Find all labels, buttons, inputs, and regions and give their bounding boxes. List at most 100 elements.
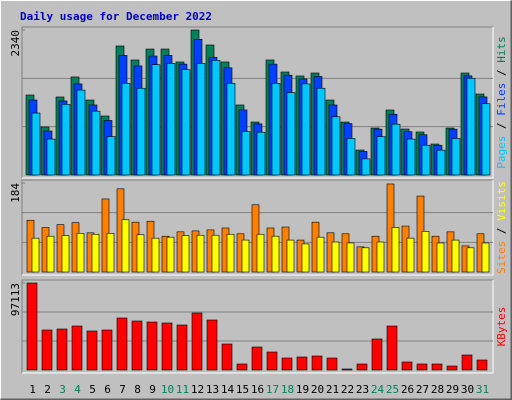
x-tick-label: 31 bbox=[476, 383, 489, 396]
bar bbox=[346, 138, 356, 176]
bar bbox=[181, 69, 191, 176]
bar bbox=[191, 312, 203, 371]
legend-separator: / bbox=[495, 221, 508, 241]
bar bbox=[41, 329, 53, 371]
x-tick-label: 11 bbox=[176, 383, 189, 396]
bar bbox=[46, 235, 55, 273]
bar bbox=[226, 233, 235, 273]
x-tick-label: 29 bbox=[446, 383, 459, 396]
bar bbox=[56, 328, 68, 371]
bar bbox=[316, 87, 326, 176]
x-tick-label: 19 bbox=[296, 383, 309, 396]
bar bbox=[106, 136, 116, 176]
bar bbox=[356, 363, 368, 371]
bar bbox=[286, 92, 296, 176]
bar bbox=[466, 247, 475, 273]
bar bbox=[121, 219, 130, 273]
bar bbox=[296, 356, 308, 371]
bar bbox=[421, 144, 431, 176]
bar bbox=[136, 87, 146, 176]
bar bbox=[361, 158, 371, 176]
x-tick-label: 4 bbox=[74, 383, 81, 396]
bar bbox=[71, 325, 83, 371]
plot-bevel bbox=[22, 27, 494, 179]
bar bbox=[91, 110, 101, 176]
plot-bevel bbox=[22, 180, 494, 276]
bar bbox=[331, 241, 340, 273]
bar bbox=[166, 63, 176, 176]
x-tick-label: 1 bbox=[29, 383, 36, 396]
x-tick-label: 14 bbox=[221, 383, 235, 396]
x-tick-label: 3 bbox=[59, 383, 66, 396]
bar bbox=[76, 233, 85, 273]
bar bbox=[416, 363, 428, 371]
x-tick-label: 21 bbox=[326, 383, 339, 396]
bar bbox=[401, 361, 413, 371]
bar bbox=[301, 83, 311, 176]
bar bbox=[196, 63, 206, 176]
legend-entry: Sites bbox=[495, 241, 508, 274]
bar bbox=[326, 357, 338, 371]
bar bbox=[116, 317, 128, 371]
x-tick-label: 2 bbox=[44, 383, 51, 396]
bar bbox=[221, 343, 233, 371]
x-tick-label: 7 bbox=[119, 383, 126, 396]
legend: Sites / Visits bbox=[495, 181, 508, 274]
y-tick-label: 97113 bbox=[9, 283, 22, 316]
bar bbox=[466, 78, 476, 176]
x-tick-label: 17 bbox=[266, 383, 279, 396]
bar bbox=[166, 236, 175, 273]
bar bbox=[106, 233, 115, 273]
x-tick-label: 12 bbox=[191, 383, 204, 396]
bar bbox=[161, 322, 173, 371]
bar bbox=[101, 329, 113, 371]
legend-entry: KBytes bbox=[495, 307, 508, 347]
x-tick-label: 8 bbox=[134, 383, 141, 396]
bar bbox=[46, 138, 56, 176]
legend-entry: Hits bbox=[495, 36, 508, 63]
x-tick-label: 5 bbox=[89, 383, 96, 396]
bar bbox=[311, 355, 323, 371]
bar bbox=[241, 131, 251, 176]
bar bbox=[361, 247, 370, 273]
bar bbox=[376, 136, 386, 176]
x-tick-label: 24 bbox=[371, 383, 385, 396]
bar bbox=[206, 319, 218, 371]
bar bbox=[236, 363, 248, 371]
bar bbox=[331, 116, 341, 176]
bar bbox=[481, 242, 490, 273]
bar bbox=[251, 346, 263, 371]
bar bbox=[241, 239, 250, 273]
bar bbox=[271, 235, 280, 273]
bar bbox=[341, 368, 353, 371]
plot-bevel bbox=[22, 280, 494, 374]
bar bbox=[256, 233, 265, 273]
bar bbox=[181, 235, 190, 273]
x-tick-label: 25 bbox=[386, 383, 399, 396]
x-tick-label: 30 bbox=[461, 383, 474, 396]
bar bbox=[286, 239, 295, 273]
bar bbox=[346, 242, 355, 273]
x-tick-label: 16 bbox=[251, 383, 264, 396]
x-tick-label: 18 bbox=[281, 383, 294, 396]
bar bbox=[266, 351, 278, 371]
legend-separator: / bbox=[495, 116, 508, 136]
bar bbox=[446, 365, 458, 371]
x-tick-label: 23 bbox=[356, 383, 369, 396]
bar bbox=[386, 325, 398, 371]
bar bbox=[271, 82, 281, 176]
bar bbox=[91, 233, 100, 273]
bar bbox=[31, 112, 41, 176]
x-tick-label: 20 bbox=[311, 383, 324, 396]
x-tick-label: 9 bbox=[149, 383, 156, 396]
legend-separator: / bbox=[495, 63, 508, 83]
bar bbox=[61, 104, 71, 176]
bar bbox=[76, 89, 86, 176]
legend: Pages / Files / Hits bbox=[495, 36, 508, 169]
x-tick-label: 28 bbox=[431, 383, 444, 396]
bar bbox=[406, 237, 415, 273]
bar bbox=[211, 60, 221, 176]
bar bbox=[176, 324, 188, 371]
